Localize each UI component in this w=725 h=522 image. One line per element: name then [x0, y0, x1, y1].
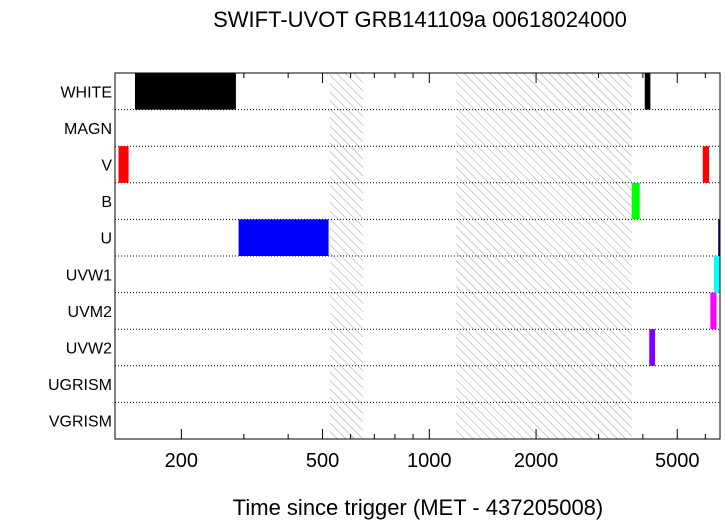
- row-label-v: V: [101, 158, 112, 175]
- plot-frame: [114, 72, 721, 440]
- x-tick-label-200: 200: [165, 450, 198, 472]
- row-label-vgrism: VGRISM: [49, 414, 112, 431]
- exposure-bar-white-1: [644, 73, 651, 110]
- row-labels: WHITE MAGN V B U UVW1 UVM2 UVW2 UGRISM VGRISM: [48, 84, 112, 430]
- row-label-uvw2: UVW2: [66, 341, 112, 358]
- exposure-bar-uvm2-8: [710, 292, 717, 330]
- x-tick-label-5000: 5000: [655, 450, 700, 472]
- row-label-b: B: [101, 194, 112, 211]
- exposure-bar-white-0: [134, 73, 236, 110]
- exposure-bar-u-5: [238, 219, 329, 256]
- gap-regions: [330, 73, 632, 439]
- row-label-white: WHITE: [60, 84, 112, 101]
- row-label-uvw1: UVW1: [66, 267, 112, 284]
- row-label-magn: MAGN: [64, 121, 112, 138]
- exposure-bar-uvw1-7: [714, 256, 720, 293]
- row-label-ugrism: UGRISM: [48, 377, 112, 394]
- exposure-bar-b-4: [631, 182, 640, 220]
- x-tick-label-2000: 2000: [514, 450, 559, 472]
- chart-title: SWIFT-UVOT GRB141109a 00618024000: [213, 7, 627, 32]
- x-tick-label-500: 500: [306, 450, 339, 472]
- row-label-uvm2: UVM2: [68, 304, 113, 321]
- row-separators: [115, 109, 720, 403]
- exposure-bar-u-6: [718, 219, 721, 256]
- x-axis-ticks: 200 500 1000 2000 5000: [165, 73, 706, 472]
- x-axis-label: Time since trigger (MET - 437205008): [233, 495, 604, 520]
- exposure-bars: [118, 73, 721, 366]
- x-tick-label-1000: 1000: [407, 450, 452, 472]
- exposure-bar-uvw2-9: [649, 329, 656, 366]
- exposure-bar-v-3: [702, 146, 710, 183]
- gap-region-1: [456, 73, 632, 439]
- exposure-bar-v-2: [118, 146, 129, 183]
- row-label-u: U: [100, 231, 112, 248]
